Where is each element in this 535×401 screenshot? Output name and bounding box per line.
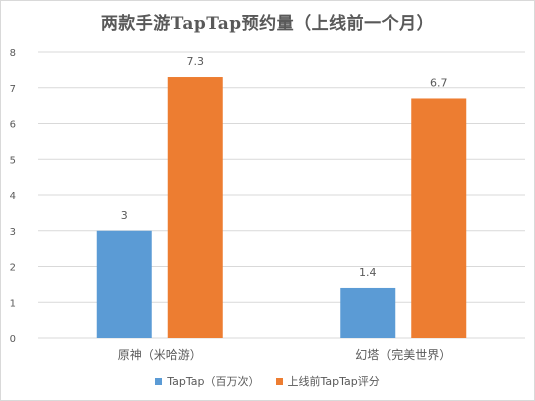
bar-series-2-category-1 [167, 77, 223, 339]
y-tick-label: 3 [10, 227, 16, 238]
data-label: 6.7 [430, 76, 448, 89]
legend-item-series-1: TapTap（百万次） [155, 373, 260, 389]
y-tick-label: 0 [10, 334, 16, 345]
chart-title: 两款手游TapTap预约量（上线前一个月） [100, 14, 435, 34]
legend-item-series-2: 上线前TapTap评分 [275, 373, 380, 389]
y-tick-label: 1 [10, 298, 16, 309]
y-tick-label: 5 [10, 155, 16, 166]
y-tick-label: 4 [10, 191, 16, 202]
data-labels: 3 7.3 1.4 6.7 [121, 55, 448, 279]
y-tick-label: 6 [10, 120, 16, 131]
data-label: 3 [121, 209, 128, 222]
y-tick-label: 8 [10, 48, 16, 59]
bars [96, 77, 467, 339]
bar-series-2-category-2 [411, 98, 467, 338]
x-tick-labels: 原神（米哈游） 幻塔（完美世界） [118, 347, 452, 362]
legend: TapTap（百万次） 上线前TapTap评分 [0, 373, 535, 389]
x-tick-label: 幻塔（完美世界） [355, 347, 451, 362]
y-tick-label: 2 [10, 263, 16, 274]
bar-series-1-category-2 [340, 287, 396, 338]
y-tick-labels: 0 1 2 3 4 5 6 7 8 [10, 48, 16, 345]
legend-label-series-2: 上线前TapTap评分 [287, 375, 380, 388]
legend-label-series-1: TapTap（百万次） [167, 375, 260, 388]
legend-swatch-series-2 [275, 377, 283, 385]
data-label: 7.3 [187, 55, 205, 68]
bar-series-1-category-1 [96, 230, 152, 338]
y-tick-label: 7 [10, 84, 16, 95]
data-label: 1.4 [359, 266, 377, 279]
x-tick-label: 原神（米哈游） [118, 348, 202, 362]
legend-swatch-series-1 [155, 377, 163, 385]
